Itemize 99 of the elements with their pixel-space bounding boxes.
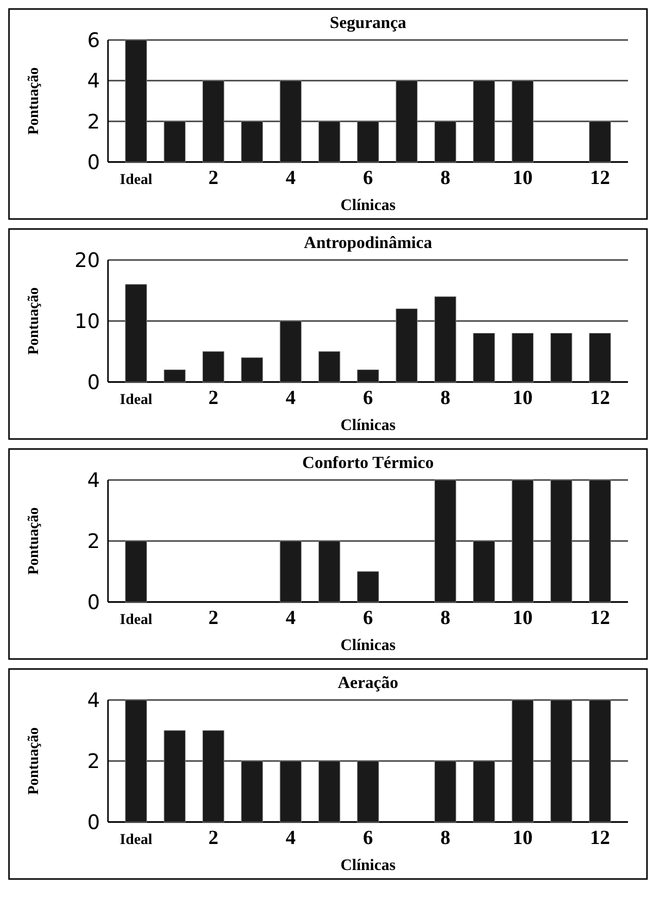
bar <box>357 370 379 382</box>
bar <box>550 480 572 602</box>
x-tick-label: 6 <box>363 607 373 629</box>
bar <box>550 700 572 822</box>
bar <box>241 760 263 822</box>
x-tick-label: 8 <box>440 607 450 629</box>
bar <box>396 80 418 162</box>
x-tick-label: 2 <box>208 827 218 849</box>
y-tick-label: 4 <box>87 68 100 93</box>
y-tick-label: 20 <box>74 248 100 272</box>
bar <box>241 357 263 382</box>
y-tick-label: 0 <box>87 810 100 834</box>
x-tick-label: 8 <box>440 827 450 849</box>
bar <box>280 80 302 162</box>
x-tick-label: 6 <box>363 827 373 849</box>
x-tick-label: 10 <box>512 387 533 409</box>
bar <box>280 760 302 822</box>
bar <box>473 332 495 382</box>
bar <box>550 332 572 382</box>
bar <box>473 760 495 822</box>
y-axis-title: Pontuação <box>26 727 42 795</box>
x-tick-label: Ideal <box>120 392 152 408</box>
bar <box>357 121 379 162</box>
y-tick-label: 2 <box>87 109 100 134</box>
y-axis-title: Pontuação <box>26 507 42 575</box>
bar <box>318 121 340 162</box>
x-tick-label: 4 <box>286 387 296 409</box>
bar <box>434 760 456 822</box>
bar <box>434 121 456 162</box>
chart-title: Conforto Térmico <box>302 453 434 472</box>
bar <box>589 700 611 822</box>
x-tick-label: Ideal <box>120 172 152 188</box>
x-tick-label: 10 <box>512 827 533 849</box>
x-tick-label: 12 <box>590 167 610 189</box>
x-tick-label: 8 <box>440 387 450 409</box>
bar <box>202 730 224 822</box>
bar <box>202 80 224 162</box>
y-axis-title: Pontuação <box>26 287 42 355</box>
bar <box>589 121 611 162</box>
x-tick-label: 12 <box>590 827 610 849</box>
x-tick-label: 4 <box>286 827 296 849</box>
bar <box>589 332 611 382</box>
y-tick-label: 0 <box>87 150 100 174</box>
x-tick-label: 4 <box>286 167 296 189</box>
y-axis-title: Pontuação <box>26 67 42 135</box>
x-axis-title: Clínicas <box>340 637 396 654</box>
bar <box>125 700 147 822</box>
bar <box>202 351 224 382</box>
x-tick-label: Ideal <box>120 612 152 628</box>
x-axis-title: Clínicas <box>340 417 396 434</box>
x-axis-title: Clínicas <box>340 857 396 874</box>
y-tick-label: 2 <box>87 749 100 773</box>
y-tick-label: 2 <box>87 529 100 553</box>
bar <box>473 80 495 162</box>
bar <box>164 121 186 162</box>
bar <box>512 80 534 162</box>
x-axis-title: Clínicas <box>340 197 396 214</box>
bar <box>280 540 302 602</box>
bar <box>164 730 186 822</box>
bar <box>434 480 456 602</box>
x-tick-label: 2 <box>208 387 218 409</box>
y-tick-label: 0 <box>87 590 100 614</box>
chart-title: Segurança <box>330 13 407 32</box>
bar <box>589 480 611 602</box>
bar <box>318 760 340 822</box>
y-tick-label: 0 <box>87 370 100 394</box>
bar <box>241 121 263 162</box>
bar <box>125 540 147 602</box>
bar <box>318 540 340 602</box>
bar <box>473 540 495 602</box>
x-tick-label: 6 <box>363 167 373 189</box>
bar <box>280 320 302 382</box>
x-tick-label: 8 <box>440 167 450 189</box>
y-tick-label: 10 <box>74 309 100 333</box>
x-tick-label: 6 <box>363 387 373 409</box>
bar <box>318 351 340 382</box>
bar <box>512 700 534 822</box>
y-tick-label: 4 <box>87 688 100 712</box>
bar <box>396 308 418 382</box>
x-tick-label: 4 <box>286 607 296 629</box>
bar <box>512 332 534 382</box>
x-tick-label: 2 <box>208 167 218 189</box>
bar <box>125 284 147 382</box>
bar <box>357 760 379 822</box>
bar <box>357 571 379 602</box>
bar <box>164 370 186 382</box>
chart-title: Antropodinâmica <box>304 233 433 252</box>
bar <box>125 40 147 162</box>
bar <box>512 480 534 602</box>
x-tick-label: 2 <box>208 607 218 629</box>
bar <box>434 296 456 382</box>
y-tick-label: 6 <box>87 28 100 52</box>
chart-title: Aeração <box>338 673 398 692</box>
x-tick-label: 12 <box>590 607 610 629</box>
x-tick-label: 10 <box>512 167 533 189</box>
x-tick-label: 12 <box>590 387 610 409</box>
x-tick-label: 10 <box>512 607 533 629</box>
y-tick-label: 4 <box>87 468 100 492</box>
x-tick-label: Ideal <box>120 832 152 848</box>
